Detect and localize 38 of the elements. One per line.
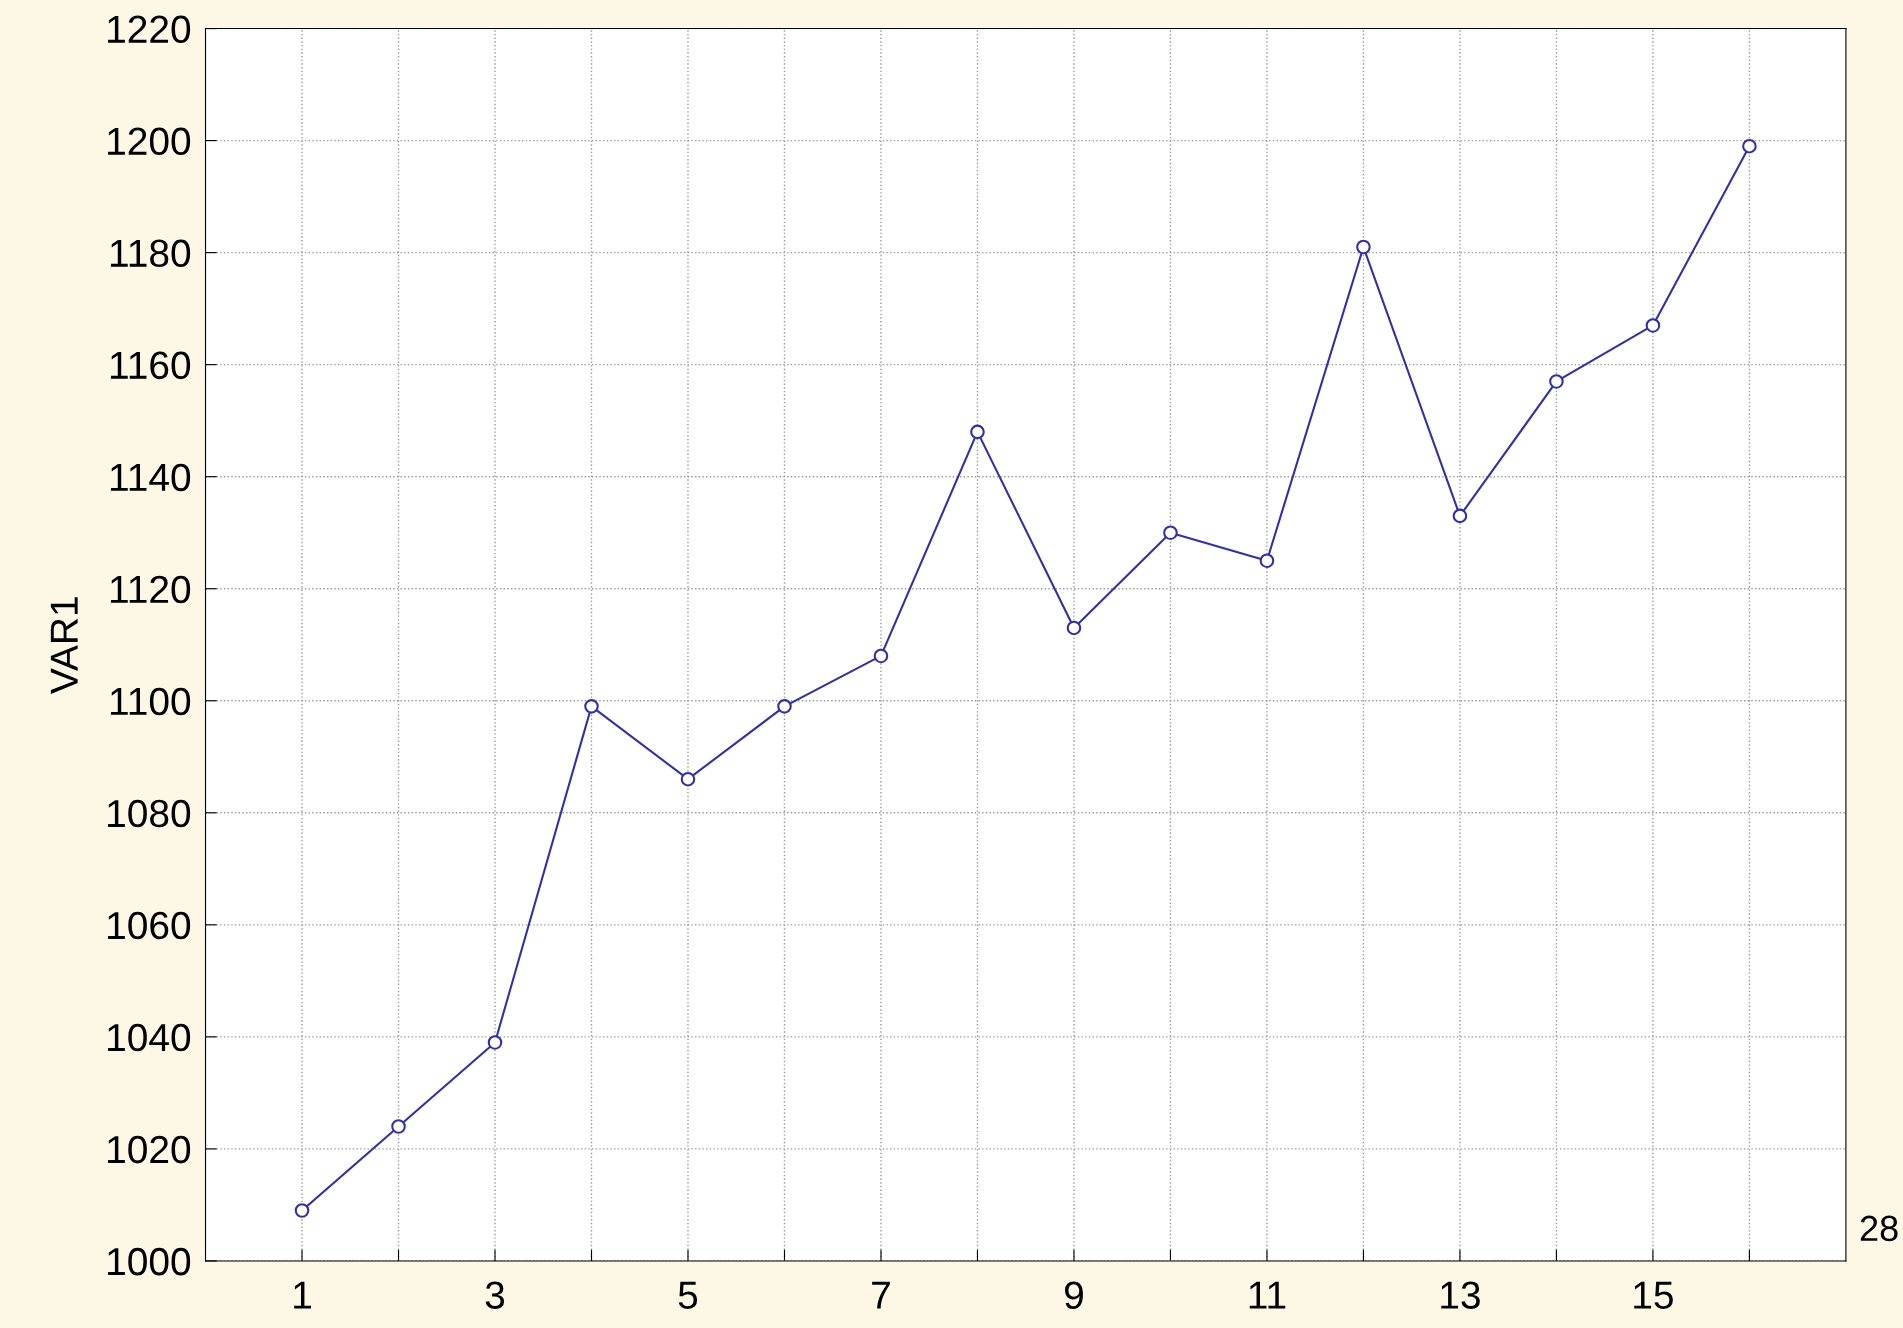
y-axis-title: VAR1 [50, 597, 78, 694]
x-tick-label: 11 [1249, 1281, 1286, 1309]
y-tick-label: 1200 [108, 127, 191, 156]
point [487, 1035, 503, 1050]
x-tick-label: 9 [1064, 1281, 1083, 1309]
x-tick-label: 15 [1634, 1281, 1673, 1309]
y-tick-label: 1100 [110, 687, 191, 716]
point [970, 424, 985, 440]
x-tick-label: 3 [485, 1281, 505, 1309]
text: 28 [1860, 1215, 1898, 1242]
y-tick-label: 1080 [108, 799, 191, 828]
y-tick-label: 1120 [110, 575, 191, 604]
point [1066, 620, 1082, 636]
y-tick-label: 1220 [108, 15, 191, 44]
y-tick-label: 1140 [110, 463, 191, 492]
point [1163, 525, 1178, 540]
point [1549, 374, 1564, 389]
point [1645, 318, 1661, 333]
y-tick-label: 1040 [108, 1023, 191, 1052]
x-tick-label: 5 [678, 1281, 698, 1309]
point [1259, 553, 1275, 569]
point [1452, 508, 1468, 524]
y-tick-label: 1180 [110, 239, 191, 268]
point [680, 771, 696, 787]
y-tick-label: 1060 [108, 911, 191, 940]
point [391, 1119, 406, 1134]
x-tick-label: 1 [294, 1281, 311, 1309]
point [584, 699, 599, 714]
point [294, 1203, 310, 1218]
y-tick-label: 1160 [110, 351, 191, 380]
point [1742, 138, 1757, 154]
x-tick-label: 13 [1441, 1281, 1480, 1309]
point [873, 648, 889, 664]
y-tick-label: 1000 [108, 1247, 191, 1276]
point [777, 699, 792, 714]
point [1356, 239, 1371, 255]
y-tick-label: 1020 [108, 1135, 191, 1164]
x-tick-label: 7 [872, 1281, 890, 1309]
